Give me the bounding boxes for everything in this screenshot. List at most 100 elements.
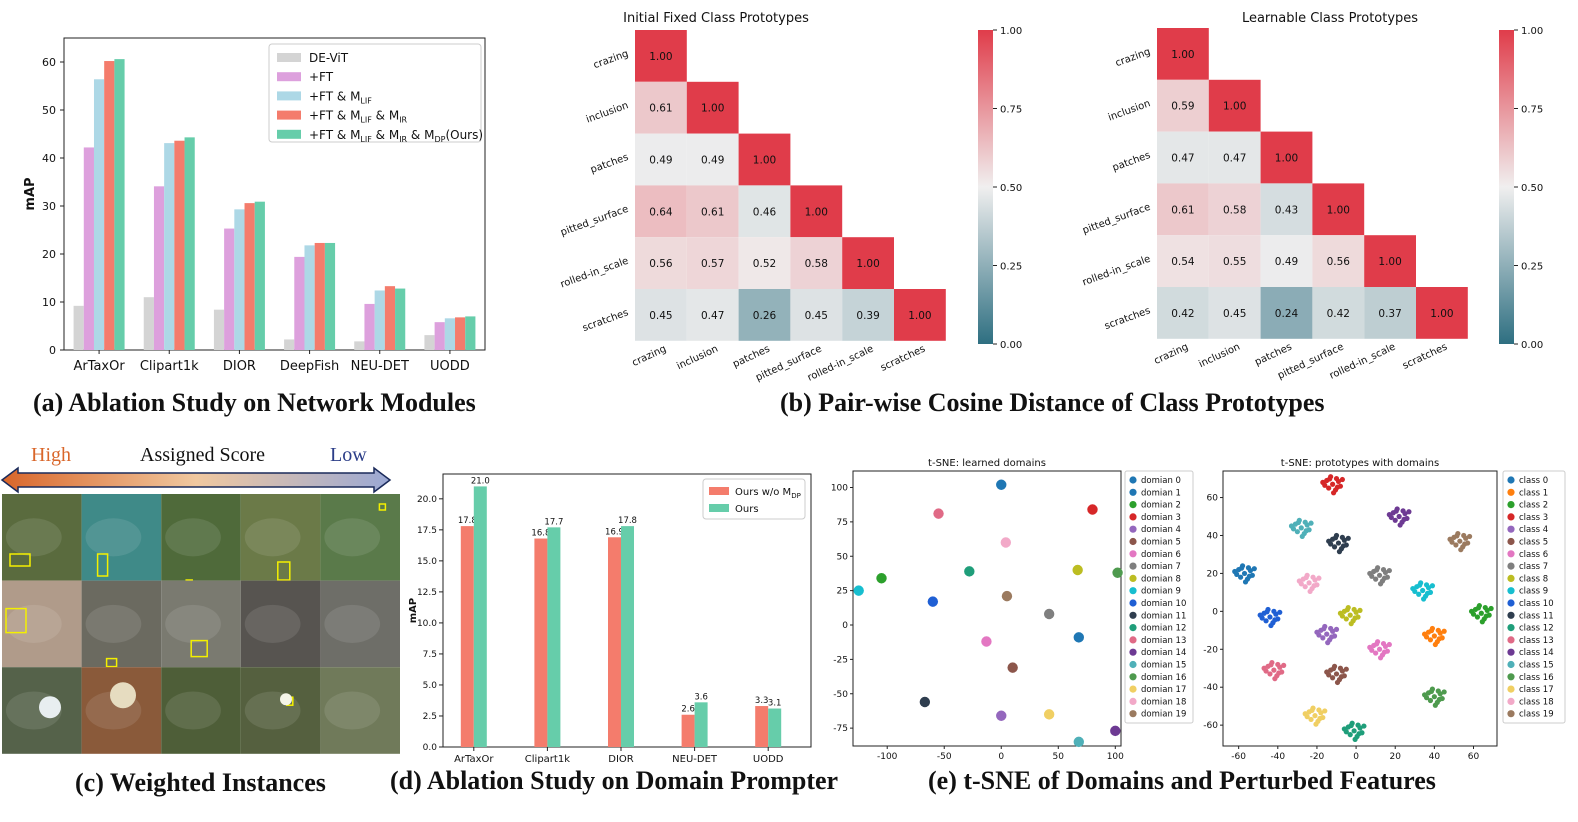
prototype-point: [1435, 627, 1441, 633]
legend-label: class 8: [1519, 574, 1548, 584]
y-axis-label: mAP: [23, 177, 38, 210]
high-label: High: [31, 444, 71, 466]
legend-sub: IR: [399, 116, 407, 125]
heatmap-cell: [635, 30, 687, 82]
prototype-point: [1431, 694, 1437, 700]
y-tick-label: 50: [42, 104, 56, 117]
prototype-point: [1351, 728, 1357, 734]
heatmap-cell: [790, 237, 843, 289]
prototype-point: [1478, 610, 1484, 616]
heatmap-learnable: Learnable Class Prototypes 1.00 0.59 1.00 0.…: [1081, 11, 1543, 382]
bar: [184, 137, 195, 350]
prototype-point: [1339, 476, 1345, 483]
plot-frame: [852, 470, 1122, 747]
bar-value-label: 17.8: [618, 516, 637, 526]
heatmap-cell: [1260, 235, 1313, 287]
prototype-point: [1324, 631, 1330, 637]
x-tick-label: -40: [1270, 752, 1285, 762]
colorbar-label: 1.00: [1000, 26, 1022, 37]
prototype-point: [1406, 509, 1412, 515]
colorbar-label: 0.00: [1521, 340, 1543, 351]
bar: [547, 527, 561, 747]
heatmap-cell: [686, 185, 739, 238]
legend-marker: [1129, 710, 1137, 718]
domain-point: [919, 696, 931, 708]
legend-swatch: [709, 504, 729, 512]
legend-marker: [1129, 513, 1137, 521]
legend-marker: [1507, 501, 1515, 509]
y-tick-label: 12.5: [417, 588, 437, 598]
legend-label: +FT & MLIF & MIR & MDP(Ours): [309, 128, 483, 144]
tsne-learned-domains: t-SNE: learned domains -100 -50 0 50 100 -75 -5…: [831, 458, 1194, 762]
bar: [114, 59, 125, 351]
prototype-point: [1348, 621, 1354, 627]
bar-value-label: 2.6: [681, 705, 695, 715]
legend: [268, 43, 482, 143]
legend: [1124, 470, 1194, 724]
bar: [324, 242, 336, 350]
bar: [104, 61, 115, 350]
legend-label: DE-ViT: [309, 51, 349, 65]
legend-label: class 18: [1519, 697, 1554, 707]
prototype-point: [1453, 542, 1459, 548]
legend-marker: [1507, 697, 1515, 705]
tank-object: [39, 696, 61, 719]
legend-marker: [1507, 550, 1515, 558]
bar: [460, 526, 474, 747]
prototype-point: [1326, 538, 1332, 544]
legend-marker: [1507, 685, 1515, 693]
heatmap-cell: [1364, 287, 1416, 339]
heatmap-cell: [894, 289, 946, 341]
y-tick-label: -60: [1203, 721, 1218, 731]
prototype-point: [1330, 666, 1337, 672]
prototype-point: [1257, 612, 1263, 618]
legend-rest: & M: [407, 128, 434, 142]
legend-marker: [1129, 685, 1137, 693]
tile-texture: [244, 518, 301, 557]
legend-swatch: [277, 53, 301, 62]
domain-point: [1043, 709, 1055, 720]
legend-label: class 3: [1519, 513, 1548, 523]
heatmap-value: 0.57: [701, 258, 724, 270]
prototype-point: [1352, 615, 1358, 621]
x-tick-label: 0: [1353, 752, 1359, 762]
heatmap-value: 0.45: [1223, 308, 1246, 320]
prototype-point: [1294, 529, 1300, 535]
prototype-point: [1308, 716, 1314, 723]
heatmap-value: 0.49: [701, 155, 724, 167]
legend-label: Ours: [735, 504, 759, 515]
bar: [465, 316, 476, 350]
row-label: inclusion: [1107, 98, 1152, 123]
heatmap-cell: [1208, 287, 1261, 339]
x-tick-label: NEU-DET: [672, 754, 718, 765]
heatmap-value: 1.00: [1430, 308, 1453, 320]
heatmap-cell: [842, 237, 894, 289]
prototype-point: [1468, 608, 1475, 614]
heatmap-cell: [1208, 235, 1261, 287]
row-label: scratches: [581, 307, 630, 334]
y-tick-label: 5.0: [423, 681, 438, 691]
heatmap-cell: [686, 237, 739, 289]
prototype-point: [1333, 475, 1340, 482]
legend-label: class 10: [1519, 599, 1554, 609]
legend-label: class 9: [1519, 587, 1548, 597]
domain-point: [964, 566, 975, 577]
legend-marker: [1129, 599, 1137, 607]
x-tick-label: 40: [1429, 752, 1441, 762]
col-label: patches: [1253, 342, 1294, 369]
prototype-point: [1246, 573, 1253, 579]
legend-rest: & M: [372, 109, 399, 123]
prototype-point: [1427, 637, 1434, 643]
y-tick-label: -25: [833, 655, 848, 665]
prototype-point: [1333, 671, 1340, 677]
legend-label: domian 11: [1141, 611, 1186, 621]
plot-frame: [1222, 470, 1498, 747]
y-tick-label: 20: [42, 248, 56, 261]
domain-point: [981, 636, 992, 647]
col-label: inclusion: [1197, 342, 1242, 371]
prototype-point: [1303, 528, 1309, 534]
legend-label: domian 2: [1141, 501, 1181, 511]
y-tick-label: 20: [1207, 569, 1219, 579]
heatmap-cell: [635, 237, 687, 289]
prototype-point: [1325, 640, 1331, 646]
